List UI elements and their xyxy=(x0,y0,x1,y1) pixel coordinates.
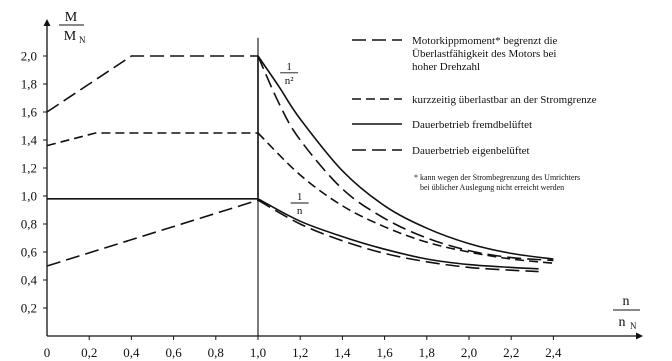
series-2 xyxy=(46,132,554,264)
y-axis-label-num: M xyxy=(65,10,78,25)
x-tick-label: 1,4 xyxy=(334,345,351,360)
legend-entry-4: Dauerbetrieb eigenbelüftet xyxy=(352,145,530,157)
y-axis-arrow xyxy=(43,19,51,26)
x-tick-label: 0,2 xyxy=(81,345,97,360)
legend-label-1-line-1: Motorkippmoment* begrenzt die xyxy=(412,35,558,47)
x-tick-label: 1,6 xyxy=(376,345,393,360)
y-axis-label-den: M xyxy=(64,29,77,44)
legend-label-3-line-1: Dauerbetrieb fremdbelüftet xyxy=(412,119,532,131)
curve-label-2-den: n xyxy=(297,205,303,217)
x-tick-label: 1,2 xyxy=(292,345,308,360)
y-tick-label: 0,6 xyxy=(21,245,38,260)
legend-entry-3: Dauerbetrieb fremdbelüftet xyxy=(352,119,532,131)
x-tick-label: 0,6 xyxy=(165,345,182,360)
y-tick-label: 0,2 xyxy=(21,301,37,316)
y-tick-label: 1,8 xyxy=(21,77,37,92)
x-tick-label: 0,4 xyxy=(123,345,140,360)
y-tick-label: 1,2 xyxy=(21,161,37,176)
x-tick-label: 2,2 xyxy=(503,345,519,360)
y-axis-label-sub: N xyxy=(79,35,86,45)
series-4-segment-2 xyxy=(257,199,539,273)
y-tick-label: 1,4 xyxy=(21,133,38,148)
y-tick-label: 0,8 xyxy=(21,217,37,232)
legend-label-1-line-3: hoher Drehzahl xyxy=(412,61,480,73)
series-4-segment-1 xyxy=(46,199,259,267)
legend-entry-1: Motorkippmoment* begrenzt dieÜberlastfäh… xyxy=(352,35,558,73)
x-tick-label: 1,8 xyxy=(419,345,435,360)
axes: 0 0,2 0,4 0,6 0,8 1,0 1,2 1,4 1,6 1,8 2,0 2,2 2,4 0,2… xyxy=(21,10,643,360)
curve-label-1-den: n² xyxy=(285,75,295,87)
y-tick-label: 0,4 xyxy=(21,273,38,288)
x-axis-label-num: n xyxy=(623,294,630,309)
series-1-segment-2 xyxy=(257,55,554,262)
x-tick-label: 0 xyxy=(44,345,51,360)
x-axis-label-sub: N xyxy=(630,321,637,331)
series-1-segment-1 xyxy=(46,55,258,113)
y-tick-label: 1,0 xyxy=(21,189,37,204)
x-tick-label: 2,4 xyxy=(545,345,562,360)
x-axis-arrow xyxy=(636,332,643,340)
legend: Motorkippmoment* begrenzt dieÜberlastfäh… xyxy=(352,35,597,192)
series-2-segment-2 xyxy=(257,132,554,264)
x-tick-label: 0,8 xyxy=(208,345,224,360)
x-tick-label: 2,0 xyxy=(461,345,477,360)
x-tick-label: 1,0 xyxy=(250,345,266,360)
legend-label-4-line-1: Dauerbetrieb eigenbelüftet xyxy=(412,145,530,157)
legend-footnote-line-2: bei üblicher Auslegung nicht erreicht we… xyxy=(420,183,564,192)
series-3-segment-3 xyxy=(257,55,554,260)
curve-label-1-num: 1 xyxy=(286,61,292,73)
series-2-segment-1 xyxy=(46,132,258,147)
curve-labels: 1 n² 1 n xyxy=(280,61,309,217)
series-layer xyxy=(46,55,554,273)
legend-footnote-line-1: * kann wegen der Strombegrenzung des Umr… xyxy=(414,173,580,182)
x-axis-label-den: n xyxy=(619,315,626,330)
curve-label-2-num: 1 xyxy=(297,191,303,203)
legend-label-2-line-1: kurzzeitig überlastbar an der Stromgrenz… xyxy=(412,94,597,106)
series-3 xyxy=(47,55,554,270)
y-tick-label: 1,6 xyxy=(21,105,38,120)
series-3-segment-4 xyxy=(257,198,539,270)
series-4 xyxy=(46,199,539,273)
y-tick-label: 2,0 xyxy=(21,49,37,64)
legend-entry-2: kurzzeitig überlastbar an der Stromgrenz… xyxy=(352,94,597,106)
legend-label-1-line-2: Überlastfähigkeit des Motors bei xyxy=(412,48,557,60)
series-1 xyxy=(46,55,554,262)
